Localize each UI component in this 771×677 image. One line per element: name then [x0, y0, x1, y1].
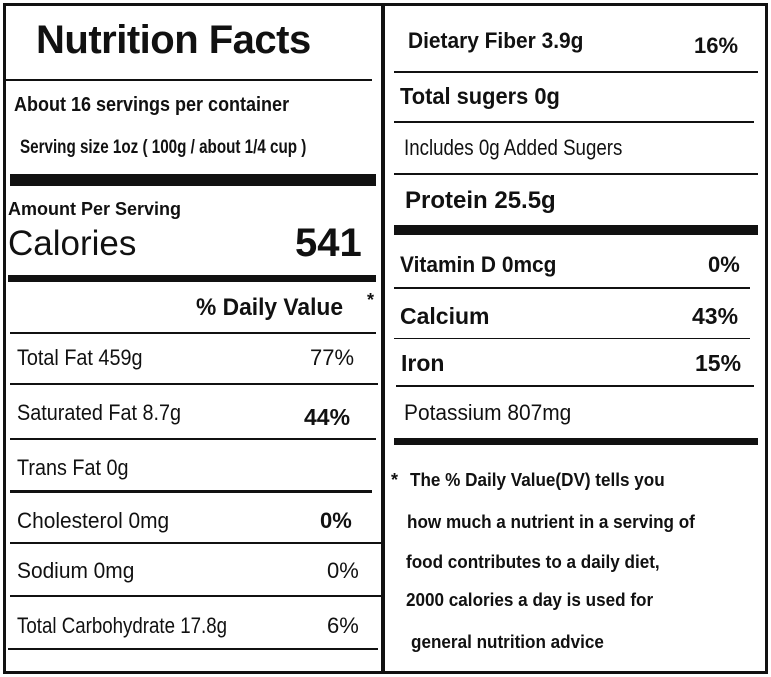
iron-dv: 15%	[695, 350, 742, 376]
thick-divider-protein	[394, 225, 758, 235]
nutrient-total-fat-dv: 77%	[310, 345, 355, 370]
title-divider	[6, 79, 372, 81]
footnote-asterisk: *	[391, 470, 399, 490]
footnote-line-3: food contributes to a daily diet,	[406, 552, 673, 573]
row-divider	[10, 542, 382, 544]
nutrient-name: Total Fat 459g	[17, 345, 143, 370]
nutrient-name: Vitamin D 0mcg	[400, 252, 557, 277]
row-divider	[10, 383, 378, 385]
footnote-line-2: how much a nutrient in a serving of	[407, 512, 710, 533]
serving-size: Serving size 1oz ( 100g / about 1/4 cup …	[20, 137, 378, 159]
label-title: Nutrition Facts	[36, 18, 311, 62]
nutrient-trans-fat: Trans Fat 0g	[17, 455, 141, 481]
daily-value-header: % Daily Value	[196, 294, 351, 322]
nutrient-name: Saturated Fat 8.7g	[17, 400, 182, 425]
calcium: Calcium	[400, 303, 490, 329]
column-divider	[381, 3, 385, 674]
calories-label: Calories	[8, 224, 137, 263]
potassium: Potassium 807mg	[404, 400, 580, 426]
row-divider	[10, 595, 382, 597]
nutrient-saturated-fat: Saturated Fat 8.7g	[17, 400, 199, 426]
row-divider	[10, 490, 372, 493]
footnote-text: The % Daily Value(DV) tells you	[410, 470, 665, 490]
servings-per-container-text: About 16 servings per container	[14, 94, 290, 116]
nutrient-total-sugars: Total sugers 0g	[400, 83, 568, 110]
nutrient-name: Cholesterol 0mg	[17, 508, 170, 533]
nutrient-total-carbohydrate-dv: 6%	[327, 613, 359, 638]
amount-per-serving: Amount Per Serving	[8, 199, 182, 219]
row-divider	[394, 173, 758, 175]
nutrition-label-frame	[3, 3, 768, 674]
daily-value-asterisk: *	[367, 290, 375, 310]
servings-per-container: About 16 servings per container	[14, 94, 320, 117]
nutrient-name: Potassium 807mg	[404, 400, 572, 425]
nutrient-total-carbohydrate: Total Carbohydrate 17.8g	[17, 613, 264, 639]
row-divider	[10, 332, 376, 334]
nutrient-total-fat: Total Fat 459g	[17, 345, 156, 371]
vitamin-d: Vitamin D 0mcg	[400, 252, 565, 278]
footnote-text: how much a nutrient in a serving of	[407, 512, 695, 532]
nutrient-dietary-fiber: Dietary Fiber 3.9g	[408, 28, 593, 54]
row-divider	[10, 438, 376, 440]
nutrient-name: Trans Fat 0g	[17, 455, 129, 480]
nutrient-name: Sodium 0mg	[17, 558, 135, 583]
thick-divider-serving	[10, 174, 376, 186]
footnote-line-4: 2000 calories a day is used for	[406, 590, 666, 611]
row-divider	[394, 338, 750, 339]
nutrient-saturated-fat-dv: 44%	[304, 404, 351, 430]
nutrient-added-sugars: Includes 0g Added Sugers	[404, 135, 661, 161]
vitamin-d-dv: 0%	[708, 252, 740, 277]
footnote-text: food contributes to a daily diet,	[406, 552, 660, 572]
row-divider	[394, 71, 758, 73]
nutrient-protein: Protein 25.5g	[405, 187, 556, 214]
nutrient-dietary-fiber-dv: 16%	[694, 33, 739, 58]
footnote-line-5: general nutrition advice	[411, 632, 614, 653]
footnote-text: 2000 calories a day is used for	[406, 590, 654, 610]
thick-divider-calories	[8, 275, 376, 282]
nutrient-sodium: Sodium 0mg	[17, 558, 141, 584]
nutrient-cholesterol-dv: 0%	[320, 508, 352, 533]
row-divider	[394, 287, 750, 289]
nutrient-name: Includes 0g Added Sugers	[404, 135, 623, 160]
thick-divider-vitamins	[394, 438, 758, 445]
footnote-text: general nutrition advice	[411, 632, 604, 652]
calories-value: 541	[295, 221, 362, 265]
serving-size-text: Serving size 1oz ( 100g / about 1/4 cup …	[20, 137, 307, 158]
nutrient-name: Total Carbohydrate 17.8g	[17, 613, 228, 638]
nutrient-sodium-dv: 0%	[327, 558, 359, 583]
row-divider	[396, 385, 754, 387]
row-divider	[8, 648, 378, 650]
footnote-line-1: The % Daily Value(DV) tells you	[410, 470, 678, 491]
iron: Iron	[401, 350, 445, 376]
nutrient-name: Dietary Fiber 3.9g	[408, 28, 584, 53]
row-divider	[394, 121, 754, 123]
nutrient-name: Total sugers 0g	[400, 83, 560, 109]
daily-value-header-text: % Daily Value	[196, 294, 344, 321]
nutrient-cholesterol: Cholesterol 0mg	[17, 508, 177, 534]
calcium-dv: 43%	[692, 303, 739, 329]
